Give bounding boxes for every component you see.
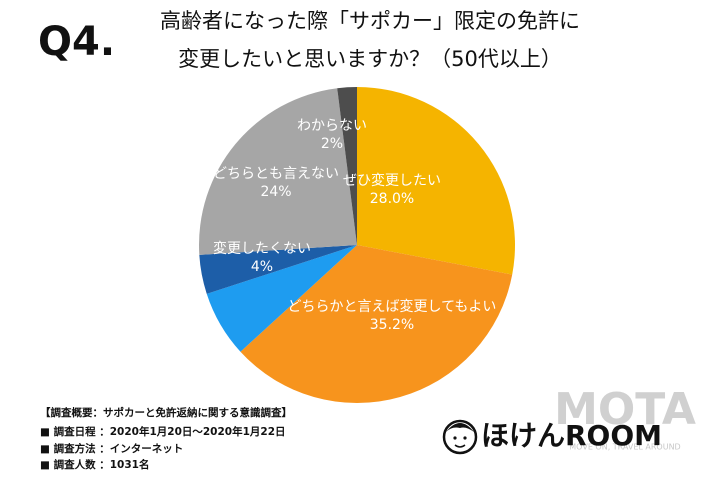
watermark: MOTA xyxy=(554,384,696,435)
slice xyxy=(240,245,513,404)
slice-label: どちらかと言えば変更してもよい xyxy=(288,298,497,315)
note: ■ 調査日程 ：2020年1月20日〜2020年1月22日 xyxy=(40,425,286,438)
pie xyxy=(199,87,516,404)
slice xyxy=(199,88,357,255)
slice xyxy=(206,245,357,352)
watermark-tagline: MOVE ON, TRAVEL AROUND xyxy=(569,443,680,452)
question-label: Q4. xyxy=(38,19,115,65)
slice-label: 変更したくない xyxy=(213,240,311,257)
slice-label: どちらとも言えない xyxy=(213,166,339,182)
note: ■ 調査方法 ：インターネット xyxy=(40,442,183,455)
slice xyxy=(357,87,516,275)
slice xyxy=(337,87,357,245)
chart-title: 変更したいと思いますか？（50代以上） xyxy=(178,47,562,71)
value-label: 35.2% xyxy=(370,317,414,333)
value-label: 2% xyxy=(321,136,343,152)
value-label: 4% xyxy=(251,259,273,275)
note: ■ 調査人数 ：1031名 xyxy=(40,458,149,471)
labels: ぜひ変更したい 28.0% どちらかと言えば変更してもよい 35.2% 変更したくない 4… xyxy=(213,118,496,333)
value-label: 24% xyxy=(260,184,291,200)
note: 【調査概要：サポカーと免許返納に関する意識調査】 xyxy=(40,406,292,419)
slice-label: わからない xyxy=(297,118,367,134)
brand-icon xyxy=(442,419,478,455)
slice xyxy=(199,245,357,294)
brand: ほけんROOM xyxy=(481,419,662,452)
value-label: 28.0% xyxy=(370,191,414,207)
slice-label: ぜひ変更したい xyxy=(343,172,441,189)
chart-title: 高齢者になった際「サポカー」限定の免許に xyxy=(160,9,580,33)
